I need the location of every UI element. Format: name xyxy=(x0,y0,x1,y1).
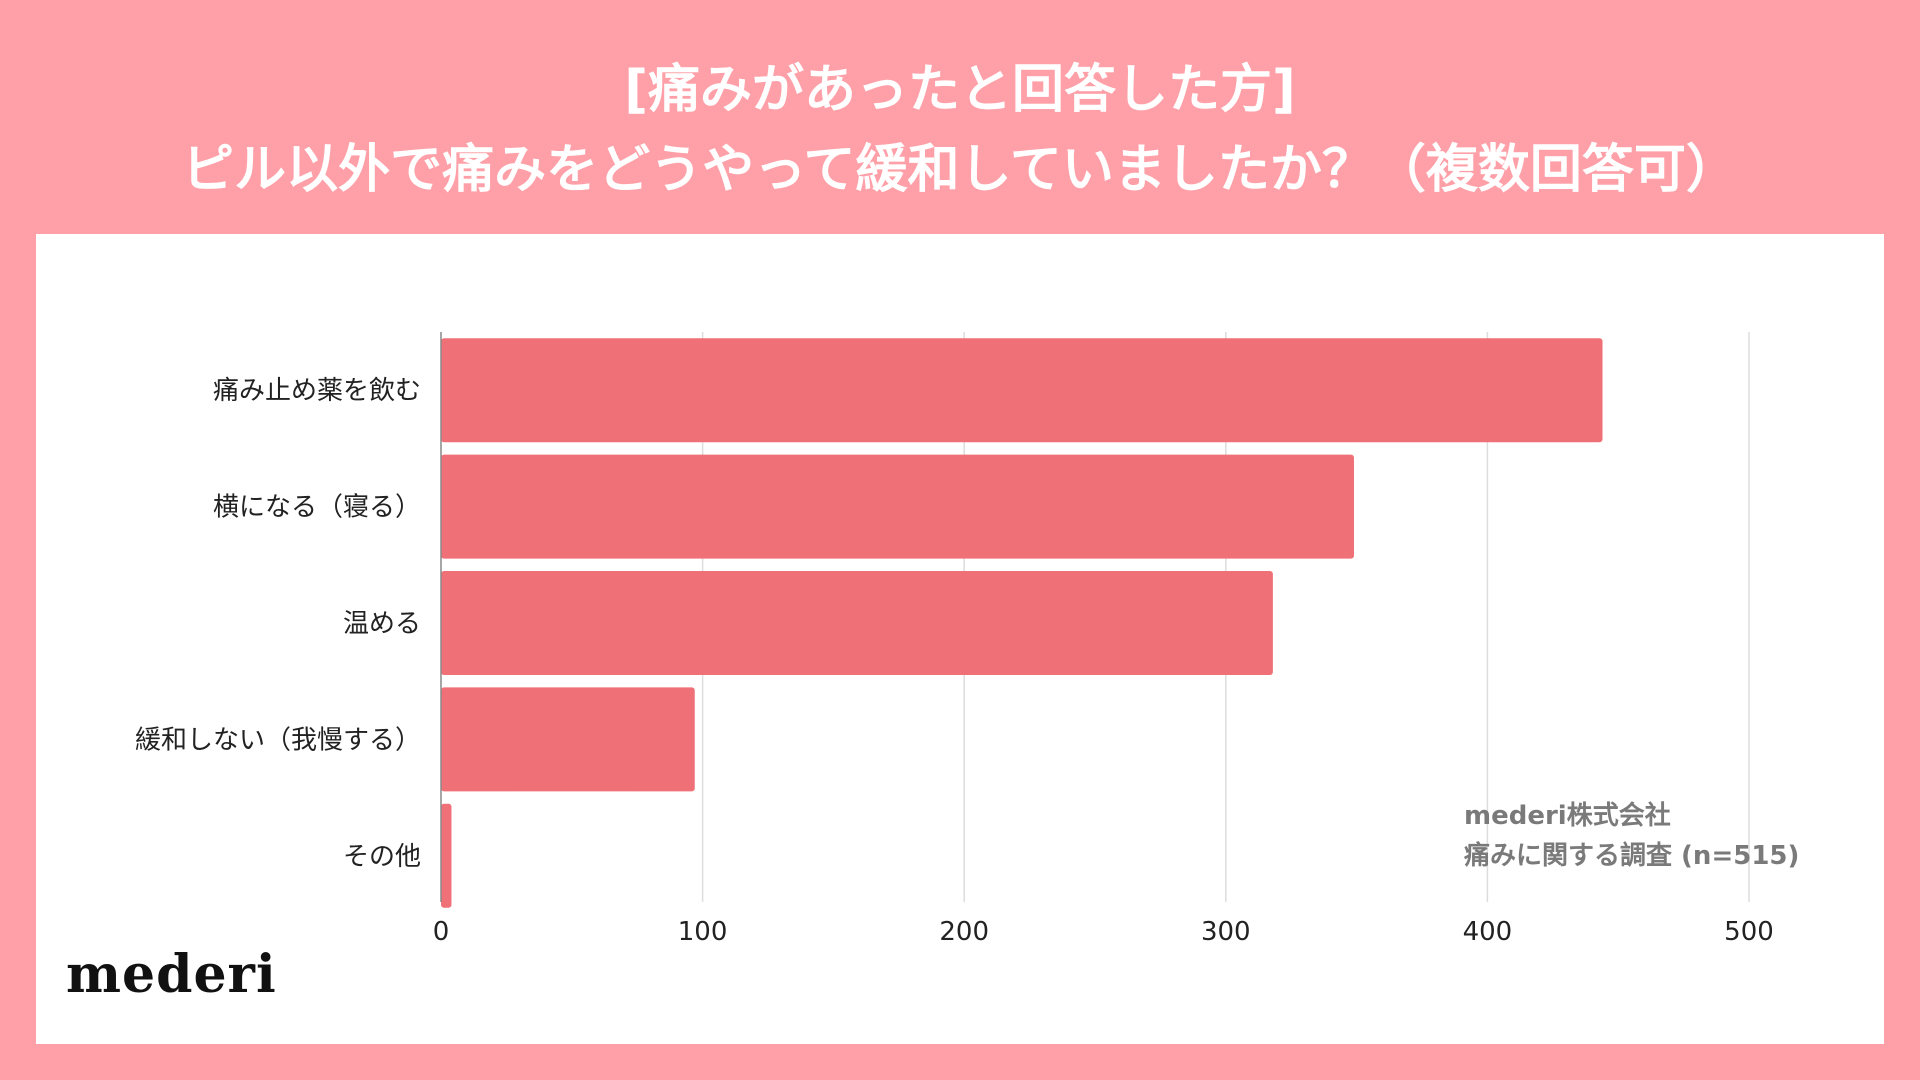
chart-panel: 痛み止め薬を飲む 横になる（寝る） 温める緩和しない（我慢する） その他 0 100 200… xyxy=(36,234,1884,1044)
x-tick-label-100: 100 xyxy=(678,917,728,947)
x-tick-label-200: 200 xyxy=(939,917,989,947)
title-line-2: ピル以外で痛みをどうやって緩和していましたか？（複数回答可） xyxy=(182,140,1738,200)
credit-survey: 痛みに関する調査 (n=515) xyxy=(1464,841,1800,871)
title-line-1: [痛みがあったと回答した方] xyxy=(624,60,1296,120)
mederi-logo: mederi xyxy=(66,944,277,1005)
category-label-2: 温める xyxy=(343,609,421,639)
x-tick-label-500: 500 xyxy=(1724,917,1774,947)
bar-1 xyxy=(441,454,1354,559)
credit-company: mederi株式会社 xyxy=(1464,801,1671,831)
x-tick-label-400: 400 xyxy=(1463,917,1513,947)
bar-2 xyxy=(441,571,1273,675)
bar-4 xyxy=(441,803,452,908)
bar-3 xyxy=(441,687,695,792)
chart-title: [痛みがあったと回答した方] ピル以外で痛みをどうやって緩和していましたか？（複… xyxy=(0,50,1920,210)
source-credit: mederi株式会社 痛みに関する調査 (n=515) xyxy=(1464,796,1799,876)
category-label-4: その他 xyxy=(343,842,421,872)
x-tick-label-0: 0 xyxy=(433,917,450,947)
x-tick-label-300: 300 xyxy=(1201,917,1251,947)
category-label-3: 緩和しない（我慢する） xyxy=(135,725,421,755)
category-label-0: 痛み止め薬を飲む xyxy=(213,376,421,406)
category-label-1: 横になる（寝る） xyxy=(213,493,421,523)
bar-0 xyxy=(441,338,1603,443)
